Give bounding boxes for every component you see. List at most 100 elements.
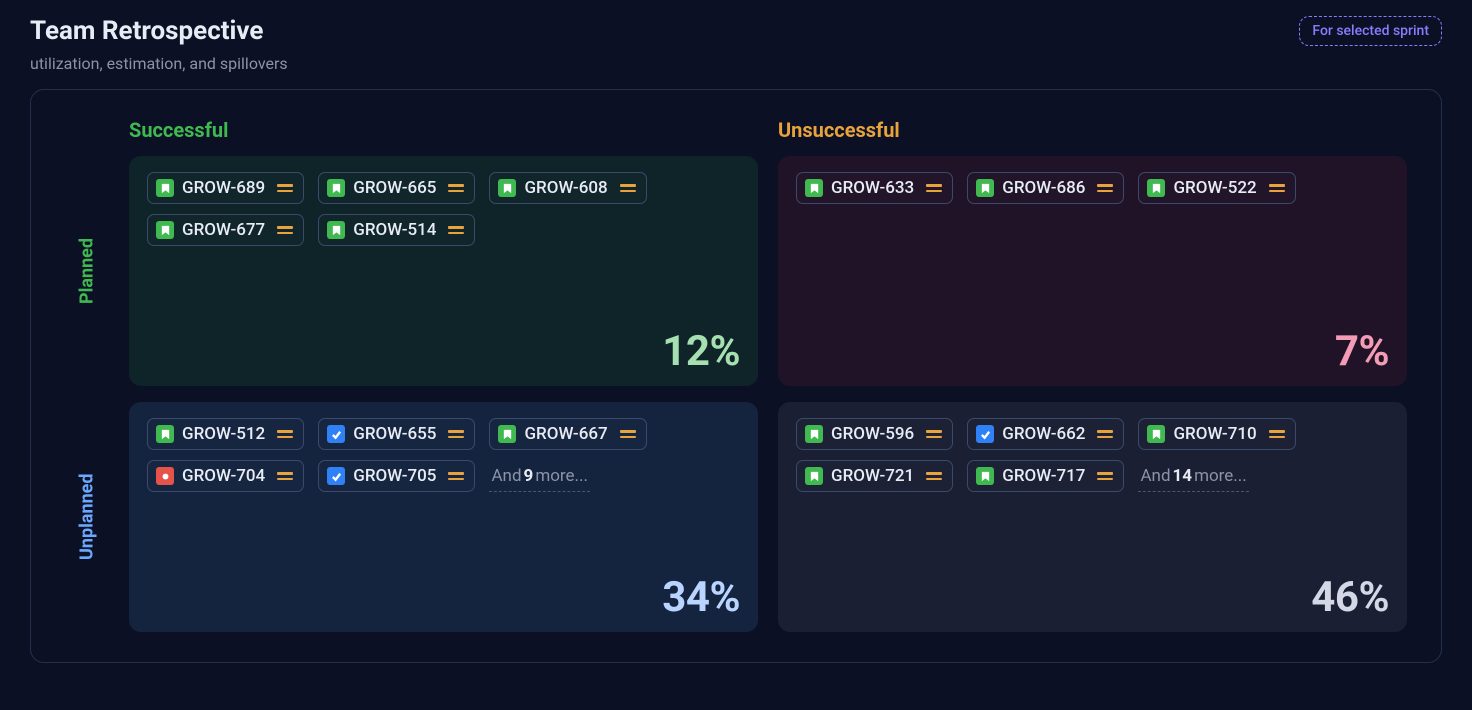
chip-list: GROW-689 GROW-665 GROW-608 GROW-677 GROW-514	[147, 172, 740, 246]
issue-chip[interactable]: GROW-665	[318, 172, 475, 204]
priority-icon	[277, 430, 293, 438]
task-icon	[976, 425, 994, 443]
priority-icon	[620, 184, 636, 192]
issue-key: GROW-705	[353, 466, 436, 486]
priority-icon	[1097, 430, 1113, 438]
priority-icon	[926, 430, 942, 438]
priority-icon	[1097, 184, 1113, 192]
priority-icon	[1269, 430, 1285, 438]
story-icon	[498, 179, 516, 197]
issue-chip[interactable]: GROW-686	[967, 172, 1124, 204]
issue-key: GROW-704	[182, 466, 265, 486]
issue-chip[interactable]: GROW-689	[147, 172, 304, 204]
story-icon	[156, 221, 174, 239]
story-icon	[976, 179, 994, 197]
quadrant-unplanned-successful: GROW-512 GROW-655 GROW-667 GROW-704 GROW-705…	[129, 402, 758, 632]
issue-chip[interactable]: GROW-667	[489, 418, 646, 450]
priority-icon	[277, 226, 293, 234]
task-icon	[327, 467, 345, 485]
story-icon	[156, 425, 174, 443]
story-icon	[1147, 425, 1165, 443]
priority-icon	[448, 184, 464, 192]
column-header-successful: Successful	[129, 118, 758, 142]
issue-key: GROW-689	[182, 178, 265, 198]
issue-key: GROW-686	[1002, 178, 1085, 198]
more-prefix: And	[491, 466, 521, 486]
issue-chip[interactable]: GROW-710	[1138, 418, 1295, 450]
issue-key: GROW-596	[831, 424, 914, 444]
issue-chip[interactable]: GROW-677	[147, 214, 304, 246]
issue-key: GROW-662	[1002, 424, 1085, 444]
issue-key: GROW-522	[1173, 178, 1256, 198]
more-prefix: And	[1140, 466, 1170, 486]
story-icon	[805, 425, 823, 443]
issue-chip[interactable]: GROW-704	[147, 460, 304, 492]
more-count: 14	[1171, 466, 1195, 486]
issue-key: GROW-665	[353, 178, 436, 198]
bug-icon	[156, 467, 174, 485]
quadrant-planned-unsuccessful: GROW-633 GROW-686 GROW-522 7%	[778, 156, 1407, 386]
more-suffix: more...	[535, 466, 588, 486]
quadrant-unplanned-unsuccessful: GROW-596 GROW-662 GROW-710 GROW-721 GROW-717…	[778, 402, 1407, 632]
story-icon	[805, 467, 823, 485]
issue-key: GROW-512	[182, 424, 265, 444]
row-header-planned: Planned	[65, 156, 109, 386]
retro-panel: Successful Unsuccessful Planned GROW-689…	[30, 89, 1442, 663]
issue-chip[interactable]: GROW-512	[147, 418, 304, 450]
issue-chip[interactable]: GROW-655	[318, 418, 475, 450]
issue-key: GROW-717	[1002, 466, 1085, 486]
priority-icon	[1097, 472, 1113, 480]
story-icon	[327, 179, 345, 197]
quadrant-percentage: 34%	[662, 565, 740, 622]
story-icon	[1147, 179, 1165, 197]
chip-list: GROW-512 GROW-655 GROW-667 GROW-704 GROW-705…	[147, 418, 740, 492]
page-title: Team Retrospective	[30, 16, 288, 46]
issue-chip[interactable]: GROW-514	[318, 214, 475, 246]
priority-icon	[926, 472, 942, 480]
quadrant-percentage: 12%	[662, 319, 740, 376]
issue-chip[interactable]: GROW-705	[318, 460, 475, 492]
story-icon	[805, 179, 823, 197]
page-subtitle: utilization, estimation, and spillovers	[30, 54, 288, 73]
quadrant-planned-successful: GROW-689 GROW-665 GROW-608 GROW-677 GROW-514…	[129, 156, 758, 386]
issue-key: GROW-655	[353, 424, 436, 444]
more-items-link[interactable]: And 14 more...	[1138, 461, 1248, 492]
quadrant-percentage: 7%	[1335, 319, 1389, 376]
task-icon	[327, 425, 345, 443]
priority-icon	[277, 184, 293, 192]
issue-chip[interactable]: GROW-721	[796, 460, 953, 492]
priority-icon	[448, 430, 464, 438]
more-items-link[interactable]: And 9 more...	[489, 461, 590, 492]
quadrant-percentage: 46%	[1311, 565, 1389, 622]
more-suffix: more...	[1194, 466, 1247, 486]
issue-chip[interactable]: GROW-608	[489, 172, 646, 204]
scope-selector[interactable]: For selected sprint	[1299, 16, 1442, 46]
issue-chip[interactable]: GROW-596	[796, 418, 953, 450]
priority-icon	[620, 430, 636, 438]
issue-key: GROW-667	[524, 424, 607, 444]
story-icon	[156, 179, 174, 197]
chip-list: GROW-596 GROW-662 GROW-710 GROW-721 GROW-717…	[796, 418, 1389, 492]
issue-chip[interactable]: GROW-662	[967, 418, 1124, 450]
issue-chip[interactable]: GROW-522	[1138, 172, 1295, 204]
chip-list: GROW-633 GROW-686 GROW-522	[796, 172, 1389, 204]
priority-icon	[448, 472, 464, 480]
priority-icon	[1269, 184, 1285, 192]
issue-key: GROW-710	[1173, 424, 1256, 444]
story-icon	[976, 467, 994, 485]
priority-icon	[277, 472, 293, 480]
story-icon	[327, 221, 345, 239]
issue-key: GROW-608	[524, 178, 607, 198]
issue-chip[interactable]: GROW-633	[796, 172, 953, 204]
issue-key: GROW-721	[831, 466, 914, 486]
issue-key: GROW-514	[353, 220, 436, 240]
issue-chip[interactable]: GROW-717	[967, 460, 1124, 492]
priority-icon	[448, 226, 464, 234]
column-header-unsuccessful: Unsuccessful	[778, 118, 1407, 142]
more-count: 9	[522, 466, 536, 486]
priority-icon	[926, 184, 942, 192]
issue-key: GROW-677	[182, 220, 265, 240]
row-header-unplanned: Unplanned	[65, 402, 109, 632]
story-icon	[498, 425, 516, 443]
issue-key: GROW-633	[831, 178, 914, 198]
